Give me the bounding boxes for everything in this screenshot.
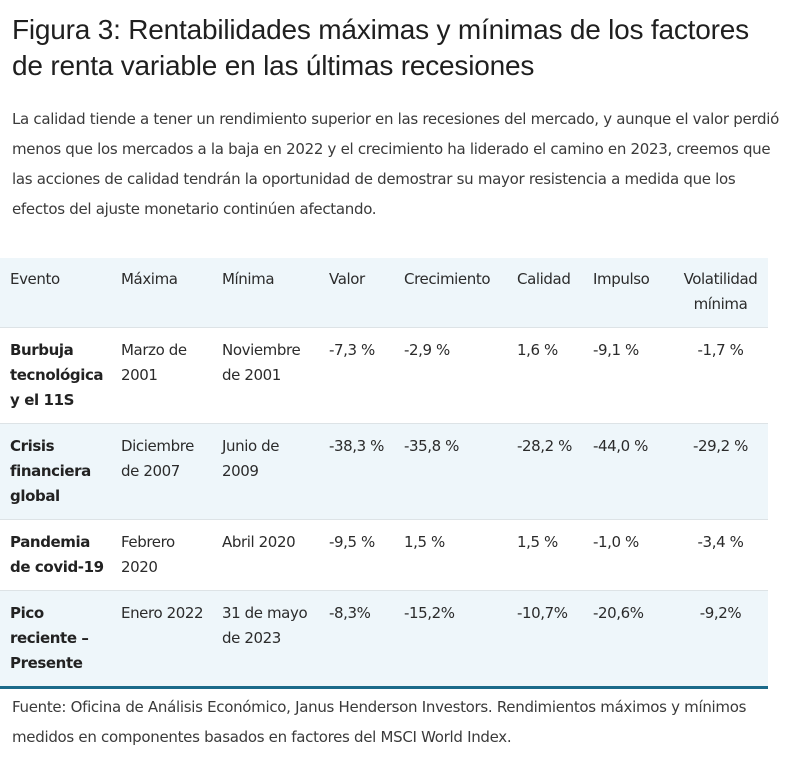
table-cell: Enero 2022 bbox=[111, 590, 212, 688]
column-header: Máxima bbox=[121, 270, 178, 288]
table-cell: -20,6% bbox=[583, 590, 663, 688]
table-cell: Marzo de 2001 bbox=[111, 327, 212, 424]
figure-title: Figura 3: Rentabilidades máximas y mínim… bbox=[12, 14, 749, 81]
table-row: Burbuja tecnológica y el 11S Marzo de 200… bbox=[0, 327, 768, 424]
table-cell: 1,6 % bbox=[507, 327, 583, 424]
table-cell: -1,0 % bbox=[583, 519, 663, 591]
table-cell: -9,5 % bbox=[319, 519, 394, 591]
column-header: Valor bbox=[329, 270, 365, 288]
table-cell: -15,2% bbox=[394, 590, 507, 688]
column-header: Impulso bbox=[593, 270, 650, 288]
column-header: Mínima bbox=[222, 270, 275, 288]
table-cell: Diciembre de 2007 bbox=[111, 423, 212, 520]
table-cell: -35,8 % bbox=[394, 423, 507, 520]
event-cell: Pandemia de covid-19 bbox=[0, 519, 111, 591]
column-header: Evento bbox=[10, 270, 60, 288]
table-cell: -8,3% bbox=[319, 590, 394, 688]
table-cell: 1,5 % bbox=[394, 519, 507, 591]
source-note: Fuente: Oficina de Análisis Económico, J… bbox=[12, 698, 747, 746]
table-cell: 1,5 % bbox=[507, 519, 583, 591]
table-header-row: Evento Máxima Mínima Valor Crecimiento C… bbox=[0, 258, 768, 328]
table-cell: Febrero 2020 bbox=[111, 519, 212, 591]
event-cell: Pico reciente – Presente bbox=[0, 590, 111, 688]
table-cell: Junio de 2009 bbox=[212, 423, 319, 520]
table-row: Pandemia de covid-19 Febrero 2020 Abril 20… bbox=[0, 519, 768, 591]
table-cell: Noviembre de 2001 bbox=[212, 327, 319, 424]
table-cell: 31 de mayo de 2023 bbox=[212, 590, 319, 688]
table-row: Crisis financiera global Diciembre de 200… bbox=[0, 423, 768, 520]
table-cell: -29,2 % bbox=[663, 423, 768, 520]
event-cell: Burbuja tecnológica y el 11S bbox=[0, 327, 111, 424]
table-cell: -44,0 % bbox=[583, 423, 663, 520]
event-cell: Crisis financiera global bbox=[0, 423, 111, 520]
table-cell: -9,2% bbox=[663, 590, 768, 688]
column-header: Volatilidad mínima bbox=[683, 270, 758, 313]
returns-table: Evento Máxima Mínima Valor Crecimiento C… bbox=[0, 258, 768, 689]
intro-paragraph: La calidad tiende a tener un rendimiento… bbox=[12, 110, 779, 218]
column-header: Calidad bbox=[517, 270, 571, 288]
column-header: Crecimiento bbox=[404, 270, 491, 288]
table-cell: -38,3 % bbox=[319, 423, 394, 520]
table-cell: -2,9 % bbox=[394, 327, 507, 424]
table-cell: -9,1 % bbox=[583, 327, 663, 424]
table-cell: -7,3 % bbox=[319, 327, 394, 424]
table-cell: -3,4 % bbox=[663, 519, 768, 591]
table-cell: -10,7% bbox=[507, 590, 583, 688]
table-row: Pico reciente – Presente Enero 2022 31 de … bbox=[0, 590, 768, 688]
table-cell: -28,2 % bbox=[507, 423, 583, 520]
table-cell: -1,7 % bbox=[663, 327, 768, 424]
table-cell: Abril 2020 bbox=[212, 519, 319, 591]
